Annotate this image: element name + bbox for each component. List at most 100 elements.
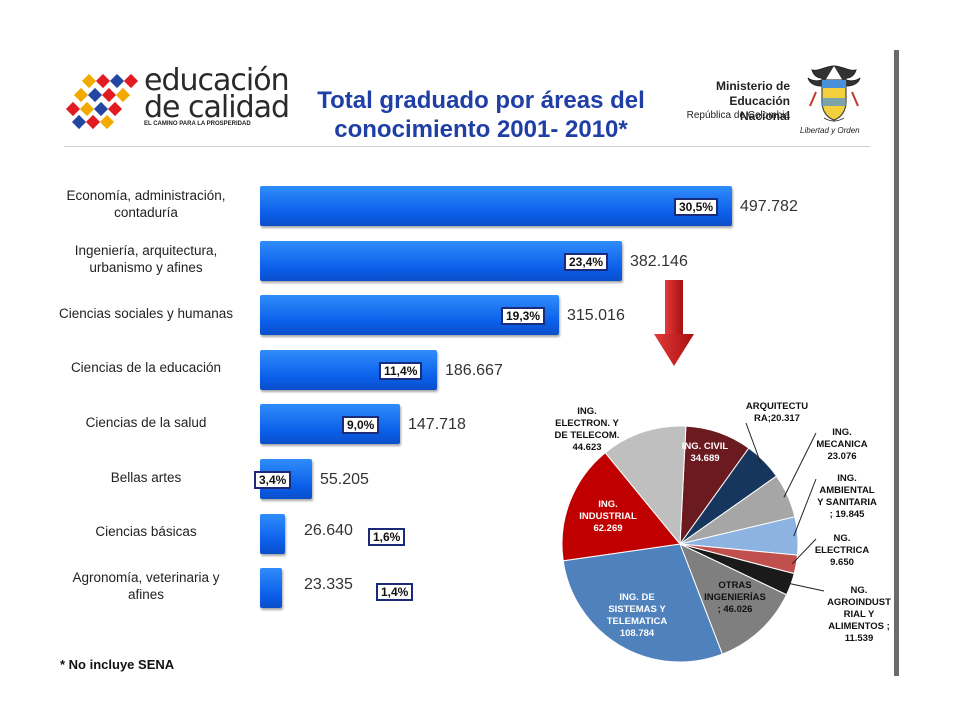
pie-label-line: MECANICA [816, 439, 868, 450]
down-arrow-icon [654, 280, 694, 366]
pie-slice [562, 543, 723, 663]
pie-label-line: ; 19.845 [829, 509, 865, 520]
value-label: 497.782 [740, 198, 798, 215]
pie-label-line: INDUSTRIAL [579, 511, 637, 522]
pie-label: NG. AGROINDUST RIAL Y ALIMENTOS ; 11.539 [822, 585, 896, 645]
value-label: 26.640 [304, 521, 353, 539]
pie-label-line: RIAL Y [843, 609, 875, 620]
pie-label: ING. ELECTRON. Y DE TELECOM. 44.623 [548, 406, 626, 454]
ministry-line1: Ministerio de [715, 79, 790, 93]
pie-label-line: ING. [598, 499, 618, 510]
percent-label: 1,4% [376, 583, 414, 602]
pie-label-line: 34.689 [690, 453, 720, 464]
percent-label: 1,6% [368, 527, 406, 546]
percent-label: 11,4% [379, 361, 423, 380]
pie-label: ARQUITECTU RA;20.317 [744, 401, 810, 425]
category-label-line: Economía, administración, [66, 188, 226, 203]
pie-label-line: 44.623 [572, 442, 602, 453]
title-line1: Total graduado por áreas del [317, 87, 645, 114]
pie-label-line: 23.076 [827, 451, 857, 462]
value-label: 23.335 [304, 576, 353, 594]
category-label: Ciencias de la salud [46, 414, 246, 431]
category-label-line: urbanismo y afines [89, 259, 203, 275]
pie-label-line: 11.539 [844, 633, 874, 644]
header-divider [64, 146, 870, 147]
bar [260, 240, 622, 281]
footnote: * No incluye SENA [60, 657, 175, 672]
pie-label-line: 9.650 [830, 557, 854, 568]
pie-label-line: DE TELECOM. [554, 430, 620, 441]
pie-slice [679, 543, 788, 655]
pie-label: ING. INDUSTRIAL 62.269 [576, 499, 640, 535]
pie-label-line: ING. DE [619, 592, 655, 603]
logo-text-line2: de calidad [144, 90, 290, 125]
category-label: Ciencias básicas [46, 523, 246, 540]
motto: Libertad y Orden [800, 126, 860, 135]
pie-label-line: ; 46.026 [717, 604, 753, 615]
pie-label-line: ARQUITECTU [745, 401, 809, 412]
bar [260, 568, 282, 609]
logo-tagline: EL CAMINO PARA LA PROSPERIDAD [144, 121, 251, 127]
pie-label-line: NG. [833, 533, 851, 544]
pie-label-line: INGENIERÍAS [704, 592, 766, 603]
pie-label-line: NG. [850, 585, 868, 596]
category-label-line: Ciencias de la educación [70, 360, 222, 376]
pie-label-line: TELEMATICA [606, 616, 668, 627]
percent-label: 23,4% [564, 252, 609, 271]
pie-label-line: AMBIENTAL [819, 485, 875, 496]
value-label: 186.667 [445, 361, 503, 379]
pie-label-line: ING. CIVIL [681, 441, 729, 452]
pie-label-line: ALIMENTOS ; [828, 621, 890, 632]
bar [260, 513, 285, 554]
pie-slice [604, 425, 687, 546]
category-label-line: contaduría [114, 205, 178, 220]
pie-label-line: ING. [832, 427, 852, 438]
pie-label: OTRAS INGENIERÍAS; 46.026 [702, 580, 768, 616]
category-label-line: Ciencias de la salud [85, 414, 207, 430]
logo-text-line1: educación [144, 63, 290, 98]
percent-label: 19,3% [501, 307, 546, 326]
pie-label: ING. MECANICA 23.076 [814, 427, 870, 463]
pie-label: ING. AMBIENTAL Y SANITARIA; 19.845 [814, 473, 880, 521]
pie-label-line: RA;20.317 [754, 413, 800, 424]
category-label-line: Ciencias sociales y humanas [58, 305, 234, 321]
value-label: 147.718 [408, 416, 466, 434]
value-label: 382.146 [630, 252, 688, 270]
category-label-line: afines [127, 587, 165, 603]
pie-label-line: 62.269 [593, 523, 623, 534]
pie-chart [561, 425, 799, 663]
title-line2: conocimiento 2001- 2010* [334, 116, 628, 143]
right-border [894, 50, 899, 676]
page-title: Total graduado por áreas del conocimient… [286, 86, 676, 144]
percent-label: 3,4% [254, 471, 292, 489]
coat-of-arms-icon [807, 65, 861, 122]
pie-label-line: ING. [837, 473, 857, 484]
ministry-country: República de Colombia [686, 110, 790, 121]
category-label: Agronomía, veterinaria y afines [46, 569, 246, 603]
category-label: Ciencias sociales y humanas [46, 305, 246, 322]
category-label: Economía, administración, contaduría [46, 187, 246, 221]
pie-label-line: OTRAS [718, 580, 752, 591]
pie-label: ING. DE SISTEMAS Y TELEMATICA 108.784 [604, 592, 670, 640]
pie-label-line: AGROINDUST [827, 597, 891, 608]
pie-label-line: ING. [577, 406, 597, 417]
bar [260, 186, 732, 226]
value-label: 315.016 [567, 307, 625, 325]
percent-label: 30,5% [674, 198, 719, 216]
percent-label: 9,0% [342, 416, 380, 435]
pie-label: NG. ELECTRICA 9.650 [814, 533, 870, 569]
category-label-line: Bellas artes [110, 469, 182, 485]
pie-label: ING. CIVIL 34.689 [676, 441, 734, 465]
category-label-line: Ciencias básicas [95, 524, 197, 540]
category-label-line: Agronomía, veterinaria y [72, 570, 220, 586]
category-label: Bellas artes [46, 469, 246, 486]
value-label: 55.205 [320, 471, 369, 488]
category-label-line: Ingeniería, arquitectura, [74, 242, 218, 258]
pie-label-line: 108.784 [619, 628, 655, 639]
pie-label-line: ELECTRICA [814, 545, 870, 556]
pie-label-line: SISTEMAS Y [608, 604, 666, 615]
ministry-name: Ministerio de Educación Nacional [680, 79, 790, 124]
pie-slice [561, 452, 681, 562]
category-label: Ciencias de la educación [46, 359, 246, 376]
